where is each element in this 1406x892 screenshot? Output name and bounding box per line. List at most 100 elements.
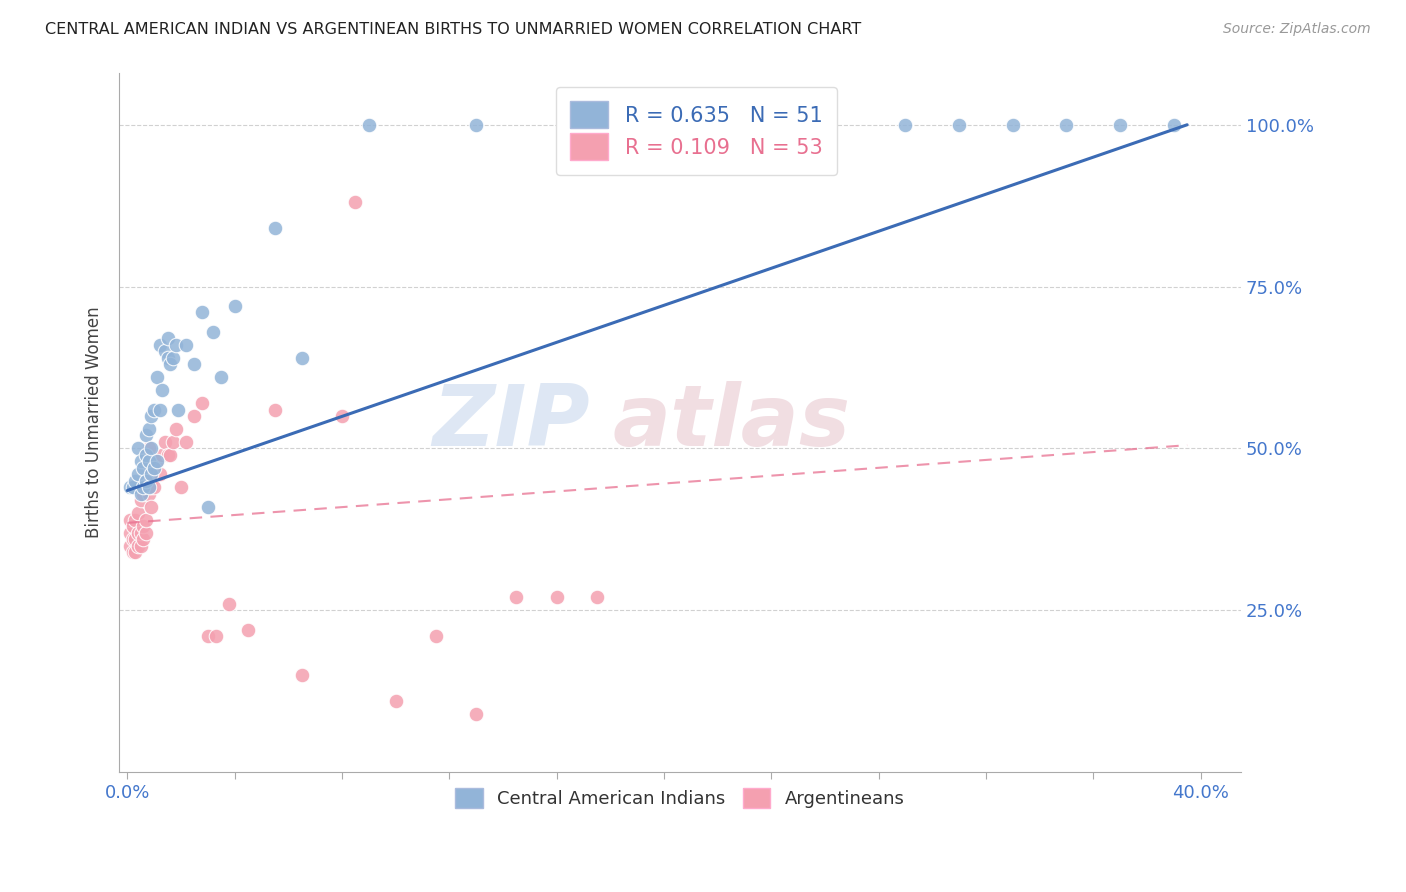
Point xyxy=(135,448,157,462)
Point xyxy=(176,338,198,352)
Point xyxy=(150,383,173,397)
Point xyxy=(146,454,169,468)
Point xyxy=(505,591,527,605)
Point xyxy=(121,480,143,494)
Point xyxy=(121,532,143,546)
Text: atlas: atlas xyxy=(613,381,851,464)
Point xyxy=(124,532,146,546)
Text: Source: ZipAtlas.com: Source: ZipAtlas.com xyxy=(1223,22,1371,37)
Point xyxy=(132,519,155,533)
Point xyxy=(141,480,163,494)
Point xyxy=(141,467,163,482)
Point xyxy=(425,629,447,643)
Point xyxy=(291,351,314,365)
Point xyxy=(138,480,160,494)
Point xyxy=(135,428,157,442)
Point xyxy=(135,474,157,488)
Legend: Central American Indians, Argentineans: Central American Indians, Argentineans xyxy=(449,781,912,815)
Point xyxy=(197,500,219,514)
Point xyxy=(183,409,205,423)
Point xyxy=(141,500,163,514)
Point xyxy=(127,506,149,520)
Point xyxy=(156,448,179,462)
Point xyxy=(138,467,160,482)
Point xyxy=(787,118,810,132)
Point xyxy=(1163,118,1185,132)
Point xyxy=(209,370,232,384)
Point xyxy=(167,402,190,417)
Point xyxy=(148,338,170,352)
Point xyxy=(148,402,170,417)
Point xyxy=(129,539,152,553)
Point xyxy=(546,591,568,605)
Point xyxy=(153,344,176,359)
Point xyxy=(586,591,609,605)
Point xyxy=(224,299,246,313)
Point xyxy=(132,460,155,475)
Point xyxy=(165,422,187,436)
Point xyxy=(138,422,160,436)
Text: ZIP: ZIP xyxy=(433,381,591,464)
Point xyxy=(465,706,488,721)
Point xyxy=(156,351,179,365)
Point xyxy=(205,629,228,643)
Point xyxy=(330,409,353,423)
Point xyxy=(127,525,149,540)
Point xyxy=(384,694,406,708)
Point xyxy=(121,545,143,559)
Point xyxy=(183,357,205,371)
Point xyxy=(1001,118,1024,132)
Point xyxy=(135,474,157,488)
Point xyxy=(118,539,141,553)
Point xyxy=(127,442,149,456)
Point xyxy=(143,480,166,494)
Point xyxy=(191,305,214,319)
Point xyxy=(135,513,157,527)
Point xyxy=(129,493,152,508)
Point xyxy=(150,448,173,462)
Point xyxy=(264,402,287,417)
Point xyxy=(197,629,219,643)
Point xyxy=(121,519,143,533)
Point xyxy=(118,525,141,540)
Point xyxy=(162,434,184,449)
Point xyxy=(948,118,970,132)
Point xyxy=(344,195,367,210)
Point xyxy=(176,434,198,449)
Point xyxy=(124,474,146,488)
Point xyxy=(894,118,917,132)
Point xyxy=(129,454,152,468)
Point xyxy=(118,513,141,527)
Point xyxy=(1054,118,1077,132)
Point xyxy=(162,351,184,365)
Point xyxy=(465,118,488,132)
Point xyxy=(138,487,160,501)
Point xyxy=(236,623,259,637)
Point xyxy=(132,487,155,501)
Point xyxy=(127,467,149,482)
Point xyxy=(218,597,240,611)
Point xyxy=(146,454,169,468)
Point xyxy=(264,221,287,235)
Point xyxy=(156,331,179,345)
Point xyxy=(132,532,155,546)
Point xyxy=(159,448,181,462)
Point xyxy=(170,480,193,494)
Point xyxy=(124,545,146,559)
Point xyxy=(146,370,169,384)
Point xyxy=(141,442,163,456)
Point xyxy=(129,525,152,540)
Point xyxy=(127,539,149,553)
Point xyxy=(1109,118,1132,132)
Point xyxy=(138,442,160,456)
Point xyxy=(141,409,163,423)
Y-axis label: Births to Unmarried Women: Births to Unmarried Women xyxy=(86,307,103,539)
Point xyxy=(148,467,170,482)
Point xyxy=(652,118,675,132)
Point xyxy=(143,460,166,475)
Point xyxy=(191,396,214,410)
Point xyxy=(143,402,166,417)
Point xyxy=(291,668,314,682)
Point xyxy=(202,325,225,339)
Point xyxy=(138,454,160,468)
